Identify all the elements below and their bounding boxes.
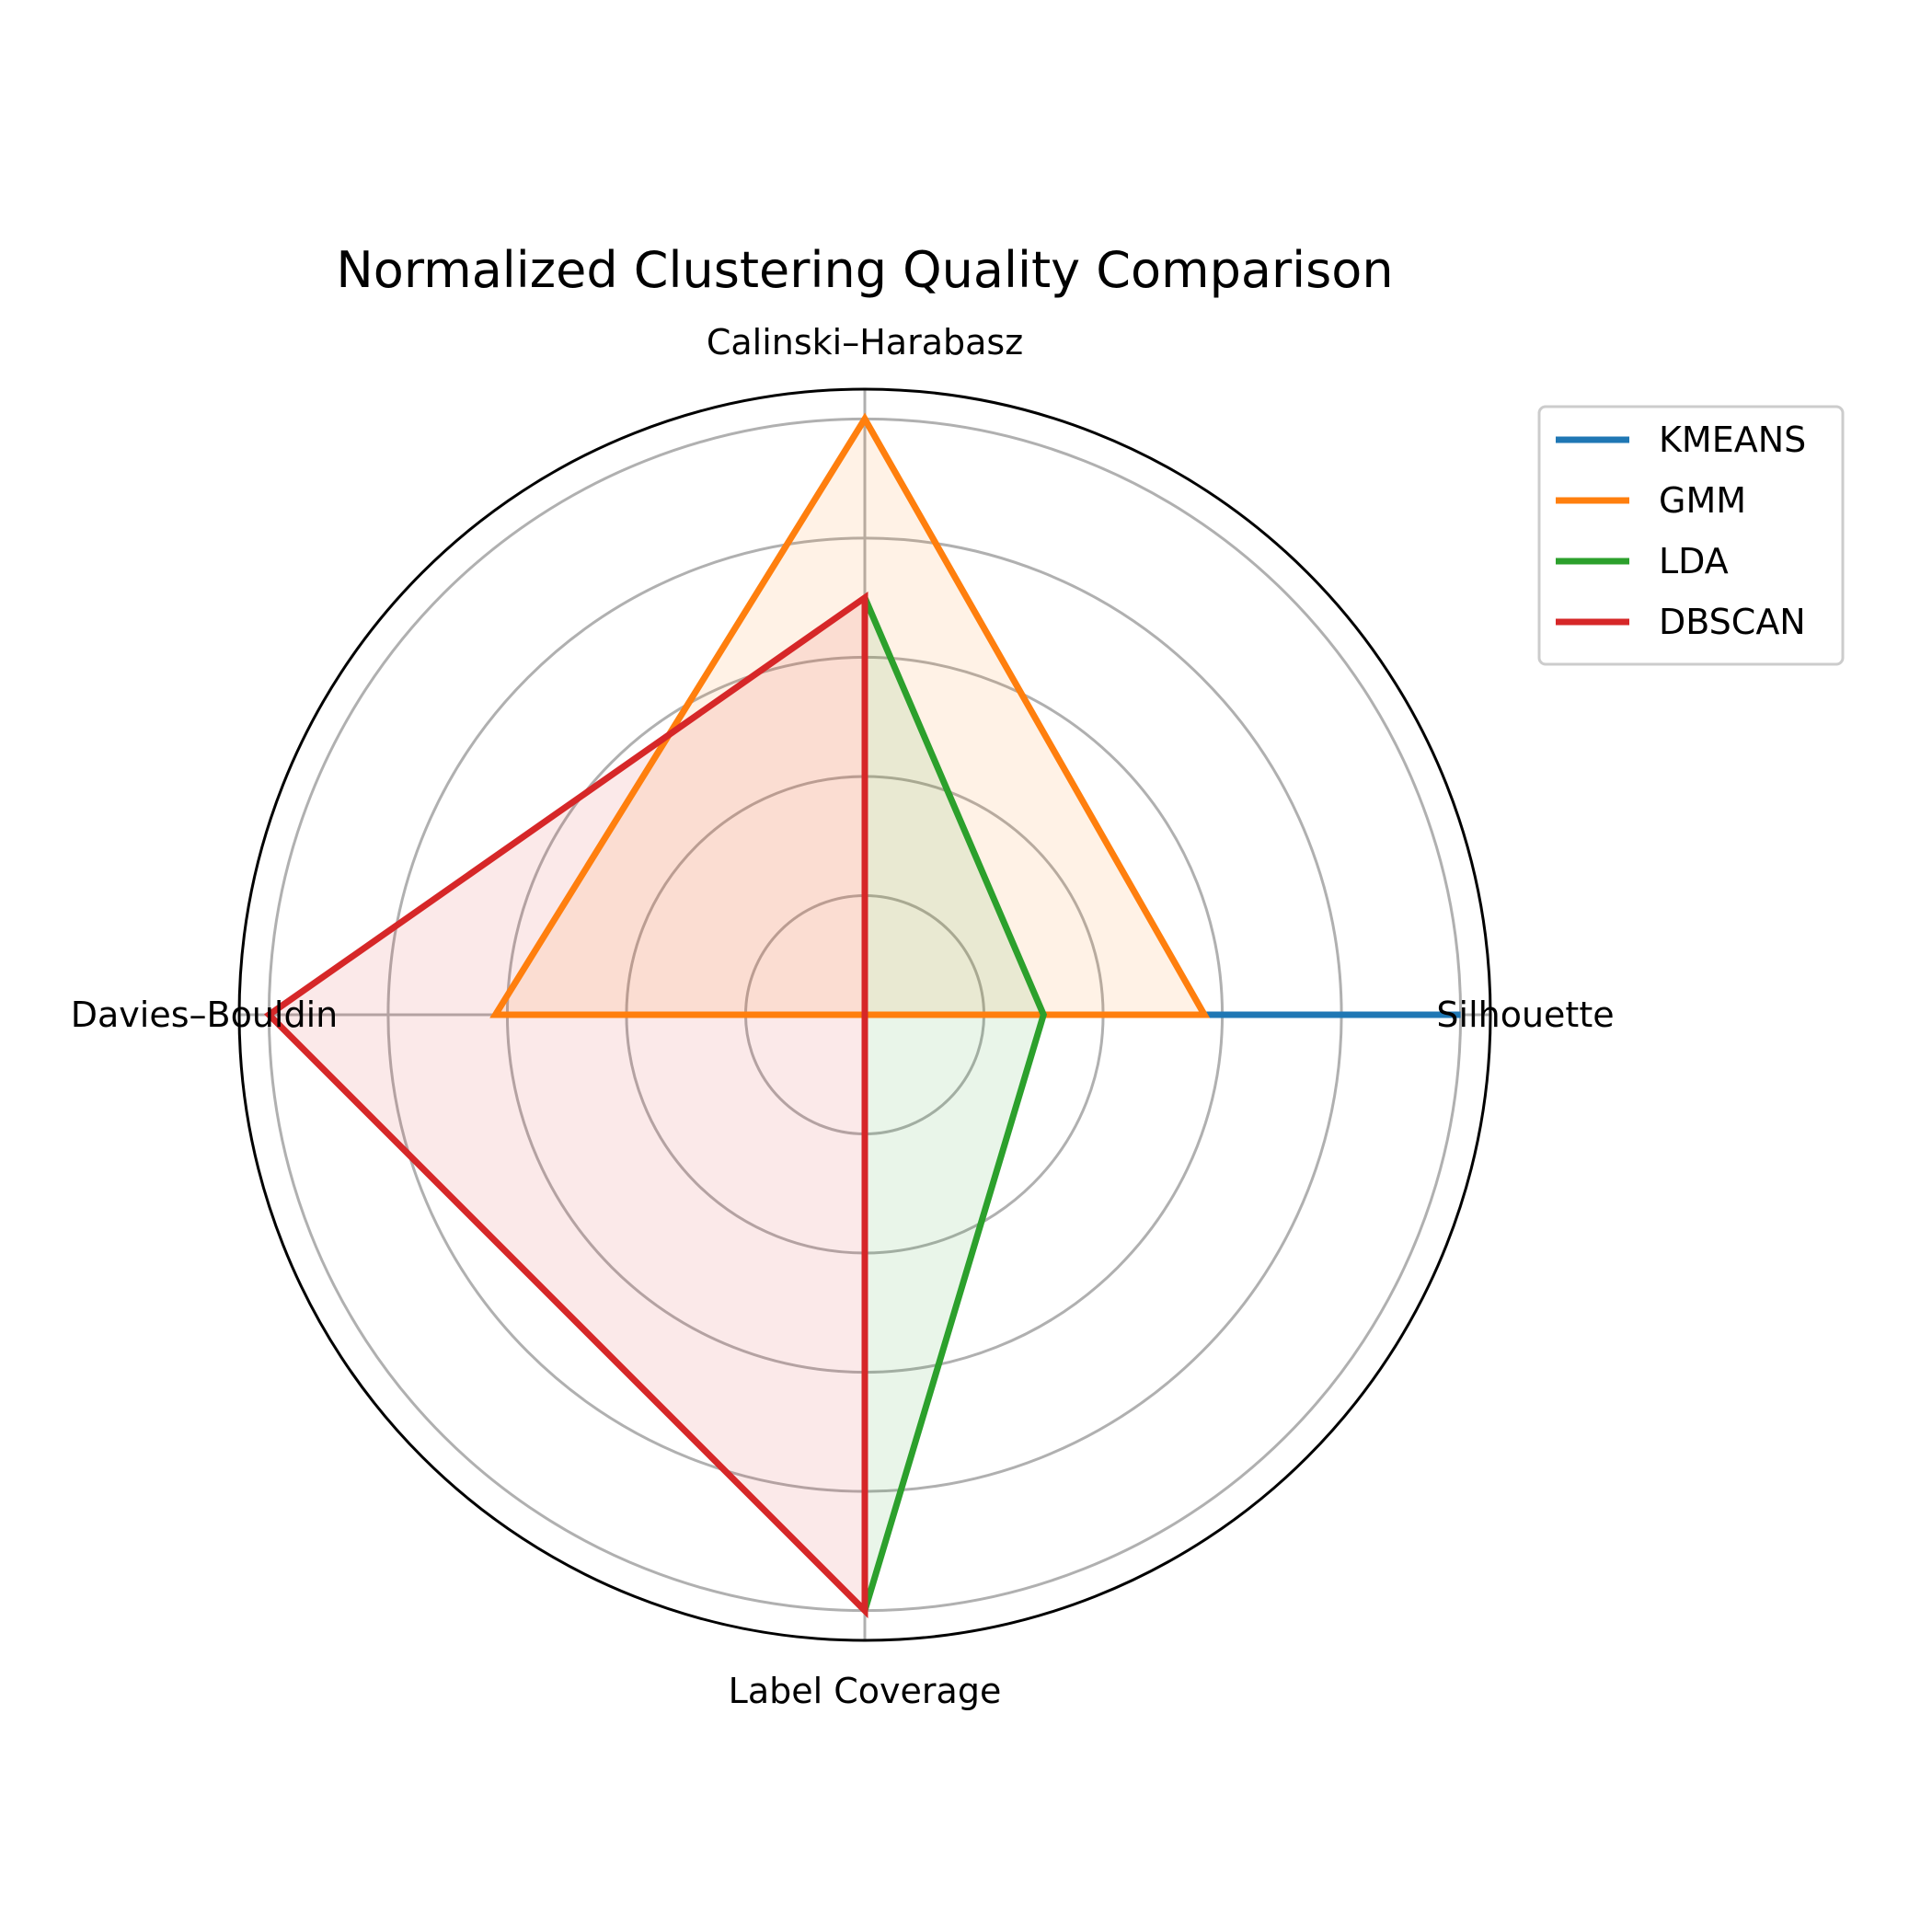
series-fill-lda [865, 597, 1044, 1611]
series-fill-dbscan [269, 597, 865, 1611]
series-fills [269, 419, 1205, 1611]
series-line-dbscan [263, 591, 868, 1619]
axis-label-4: Label Coverage [729, 1671, 1002, 1711]
outer-frame [237, 387, 1492, 1642]
legend-label-dbscan: DBSCAN [1659, 602, 1806, 642]
legend-label-gmm: GMM [1659, 480, 1746, 521]
axis-label-3: Davies–Bouldin [71, 995, 339, 1035]
axis-labels: Silhouette Calinski–Harabasz Davies–Bouldi… [71, 322, 1615, 1711]
series-line-gmm [489, 412, 1211, 1018]
legend-label-kmeans: KMEANS [1659, 420, 1806, 460]
axis-label-1: Silhouette [1436, 995, 1614, 1035]
polar-frame [237, 387, 1492, 1642]
legend-label-lda: LDA [1659, 541, 1729, 581]
series-lines [263, 412, 1461, 1619]
chart-title: Normalized Clustering Quality Comparison [336, 241, 1393, 299]
legend-box [1537, 405, 1845, 666]
series-fill-gmm [495, 419, 1205, 1015]
axis-label-2: Calinski–Harabasz [707, 322, 1023, 362]
legend: KMEANS GMM LDA DBSCAN [1537, 405, 1845, 666]
